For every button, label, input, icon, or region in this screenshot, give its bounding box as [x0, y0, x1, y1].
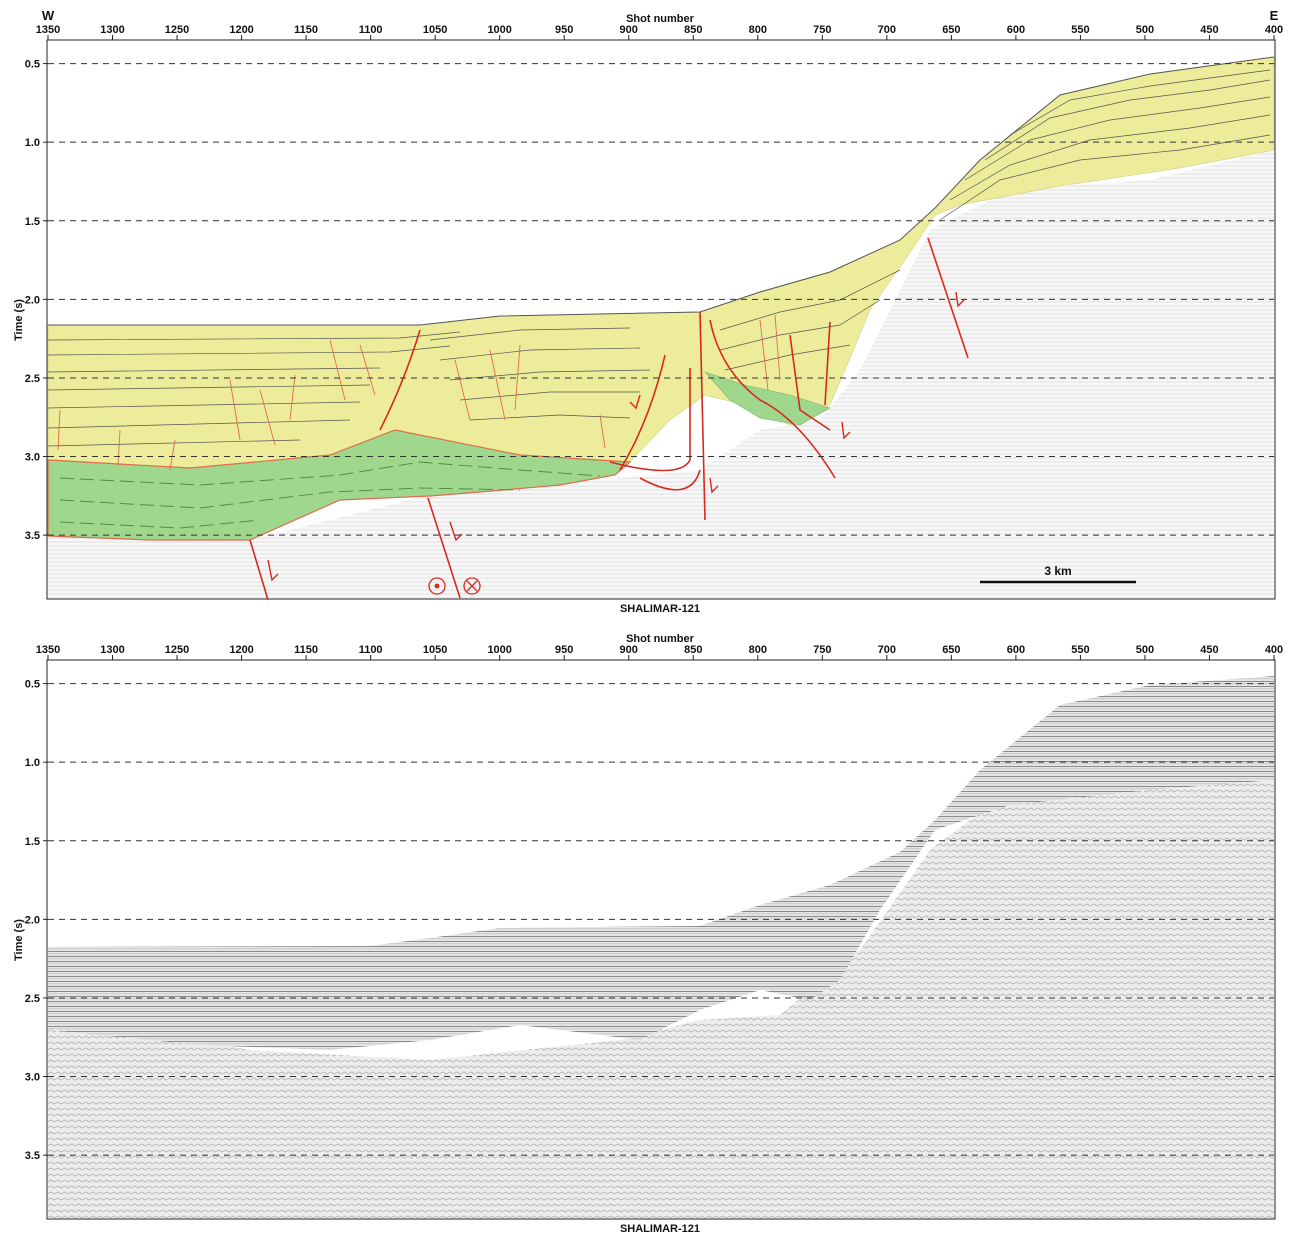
scale-bar: 3 km [980, 564, 1136, 584]
y-axis-title: Time (s) [13, 919, 25, 961]
x-tick-label: 1350 [36, 24, 60, 36]
y-tick-label: 2.5 [25, 373, 40, 385]
interpreted-section-panel: 3 km W E Shot number Time (s) SHALIMAR-1… [13, 8, 1283, 615]
x-tick-label: 900 [620, 644, 638, 656]
x-tick-label: 950 [555, 644, 573, 656]
x-tick-label: 1200 [229, 644, 253, 656]
y-axis-title: Time (s) [13, 299, 25, 341]
x-tick-label: 450 [1200, 644, 1218, 656]
faults [249, 237, 969, 601]
x-tick-label: 550 [1071, 24, 1089, 36]
y-tick-label: 1.0 [25, 757, 40, 769]
scale-bar-label: 3 km [1044, 564, 1071, 578]
minor-faults [57, 314, 781, 471]
x-tick-label: 1150 [294, 24, 318, 36]
x-tick-label: 1100 [359, 24, 383, 36]
y-tick-label: 0.5 [25, 59, 40, 71]
strike-slip-symbols [428, 577, 481, 595]
y-tick-label: 1.5 [25, 836, 40, 848]
x-tick-label: 1100 [359, 644, 383, 656]
x-tick-label: 850 [684, 24, 702, 36]
x-tick-label: 700 [878, 24, 896, 36]
slip-arrows [267, 291, 965, 582]
x-tick-label: 750 [813, 644, 831, 656]
x-tick-label: 400 [1265, 644, 1283, 656]
x-axis-title: Shot number [626, 13, 695, 25]
y-tick-label: 1.5 [25, 216, 40, 228]
x-tick-label: 1050 [423, 24, 447, 36]
direction-east-label: E [1270, 8, 1279, 23]
x-tick-label: 800 [749, 644, 767, 656]
uninterpreted-section-panel: 0.5 1.0 1.5 2.0 2.5 3.0 3.5 1350 1300 1250 1200 115… [0, 620, 1294, 1238]
internal-reflectors [47, 69, 1271, 447]
lower-unit-reflectors [59, 461, 601, 529]
y-tick-label: 3.0 [25, 452, 40, 464]
y-tick-label: 3.5 [25, 1150, 40, 1162]
y-tick-label: 2.0 [25, 294, 40, 306]
y-tick-label: 1.0 [25, 137, 40, 149]
y-tick-label: 2.5 [25, 993, 40, 1005]
basement-seismic [48, 150, 1274, 598]
x-tick-label: 750 [813, 24, 831, 36]
x-tick-label: 400 [1265, 24, 1283, 36]
x-tick-label: 1150 [294, 644, 318, 656]
x-tick-label: 800 [749, 24, 767, 36]
x-tick-label: 700 [878, 644, 896, 656]
x-tick-label: 850 [684, 644, 702, 656]
lower-unit-wedge [704, 371, 831, 426]
x-tick-label: 1300 [100, 24, 124, 36]
bottom-panel-axes: 0.5 1.0 1.5 2.0 2.5 3.0 3.5 1350 1300 1250 1200 115… [25, 644, 1283, 1162]
line-name-label: SHALIMAR-121 [620, 603, 700, 615]
x-tick-label: 1200 [229, 24, 253, 36]
x-tick-label: 1050 [423, 644, 447, 656]
x-tick-label: 1300 [100, 644, 124, 656]
x-tick-label: 1000 [487, 644, 511, 656]
x-axis-title: Shot number [626, 633, 695, 645]
line-name-label: SHALIMAR-121 [620, 1223, 700, 1235]
x-tick-label: 1250 [165, 24, 189, 36]
x-tick-label: 650 [942, 24, 960, 36]
x-tick-label: 450 [1200, 24, 1218, 36]
x-tick-label: 1350 [36, 644, 60, 656]
x-tick-label: 500 [1136, 644, 1154, 656]
interpreted-section-figure: 3 km W E Shot number Time (s) SHALIMAR-1… [13, 8, 1283, 615]
x-tick-label: 650 [942, 644, 960, 656]
uninterpreted-section-figure: 0.5 1.0 1.5 2.0 2.5 3.0 3.5 1350 1300 1250 1200 115… [13, 633, 1283, 1235]
x-tick-label: 600 [1007, 24, 1025, 36]
y-tick-label: 3.5 [25, 530, 40, 542]
y-tick-label: 3.0 [25, 1072, 40, 1084]
lower-sediment-unit [47, 429, 632, 541]
x-tick-label: 1250 [165, 644, 189, 656]
x-tick-label: 550 [1071, 644, 1089, 656]
x-tick-label: 500 [1136, 24, 1154, 36]
x-tick-label: 950 [555, 24, 573, 36]
deep-noise-area [48, 750, 1274, 1218]
x-tick-label: 600 [1007, 644, 1025, 656]
direction-west-label: W [42, 8, 55, 23]
x-tick-label: 900 [620, 24, 638, 36]
x-tick-label: 1000 [487, 24, 511, 36]
top-panel-axes: 0.5 1.0 1.5 2.0 2.5 3.0 3.5 1350 1300 1250 1200 115… [25, 24, 1283, 542]
reflective-sediments [48, 676, 1274, 1050]
y-tick-label: 0.5 [25, 679, 40, 691]
y-tick-label: 2.0 [25, 914, 40, 926]
seafloor-reflector [48, 56, 1275, 326]
